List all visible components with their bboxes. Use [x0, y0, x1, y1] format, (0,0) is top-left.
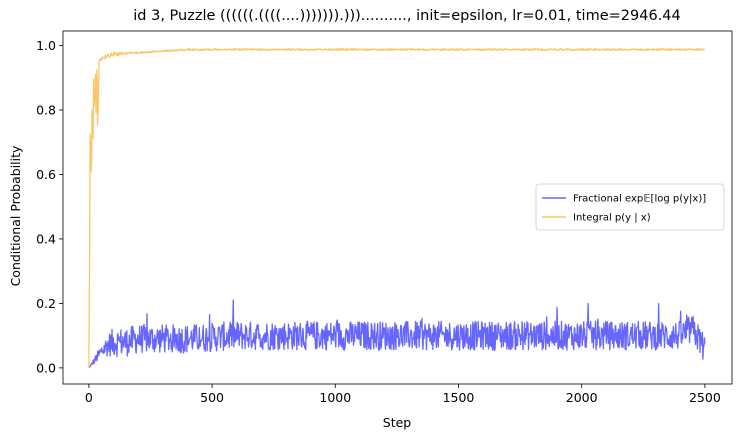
plot-frame: [62, 30, 733, 385]
x-tick-label: 2000: [566, 390, 598, 405]
chart-title: id 3, Puzzle ((((((.((((....))))))).))).…: [133, 8, 680, 24]
legend-box: [535, 183, 725, 231]
series-line-fractional: [88, 299, 706, 369]
legend-entry: Fractional exp𝔼[log p(y|x)]: [573, 194, 706, 205]
y-tick-label: 1.0: [36, 38, 56, 53]
y-tick-label: 0.2: [36, 296, 56, 311]
x-tick-label: 2500: [689, 390, 721, 405]
x-tick-label: 1000: [319, 390, 351, 405]
x-tick-label: 1500: [443, 390, 475, 405]
y-tick-label: 0.6: [36, 167, 56, 182]
y-tick-label: 0.0: [36, 360, 56, 375]
legend-entry: Integral p(y | x): [573, 213, 651, 224]
legend: Fractional exp𝔼[log p(y|x)] Integral p(y …: [535, 183, 725, 231]
y-tick-label: 0.4: [36, 231, 56, 246]
y-axis-label: Conditional Probability: [8, 145, 23, 286]
series-layer: [88, 48, 706, 369]
x-axis-label: Step: [383, 415, 412, 430]
plot-area: [62, 30, 733, 385]
x-tick-label: 500: [200, 390, 224, 405]
y-tick-label: 0.8: [36, 102, 56, 117]
ticks-layer: 0 500 1000 1500 2000 2500 0.0 0.2 0.4 0.6 0.8 1.0: [36, 38, 721, 405]
x-tick-label: 0: [85, 390, 93, 405]
series-line-integral: [88, 48, 706, 368]
